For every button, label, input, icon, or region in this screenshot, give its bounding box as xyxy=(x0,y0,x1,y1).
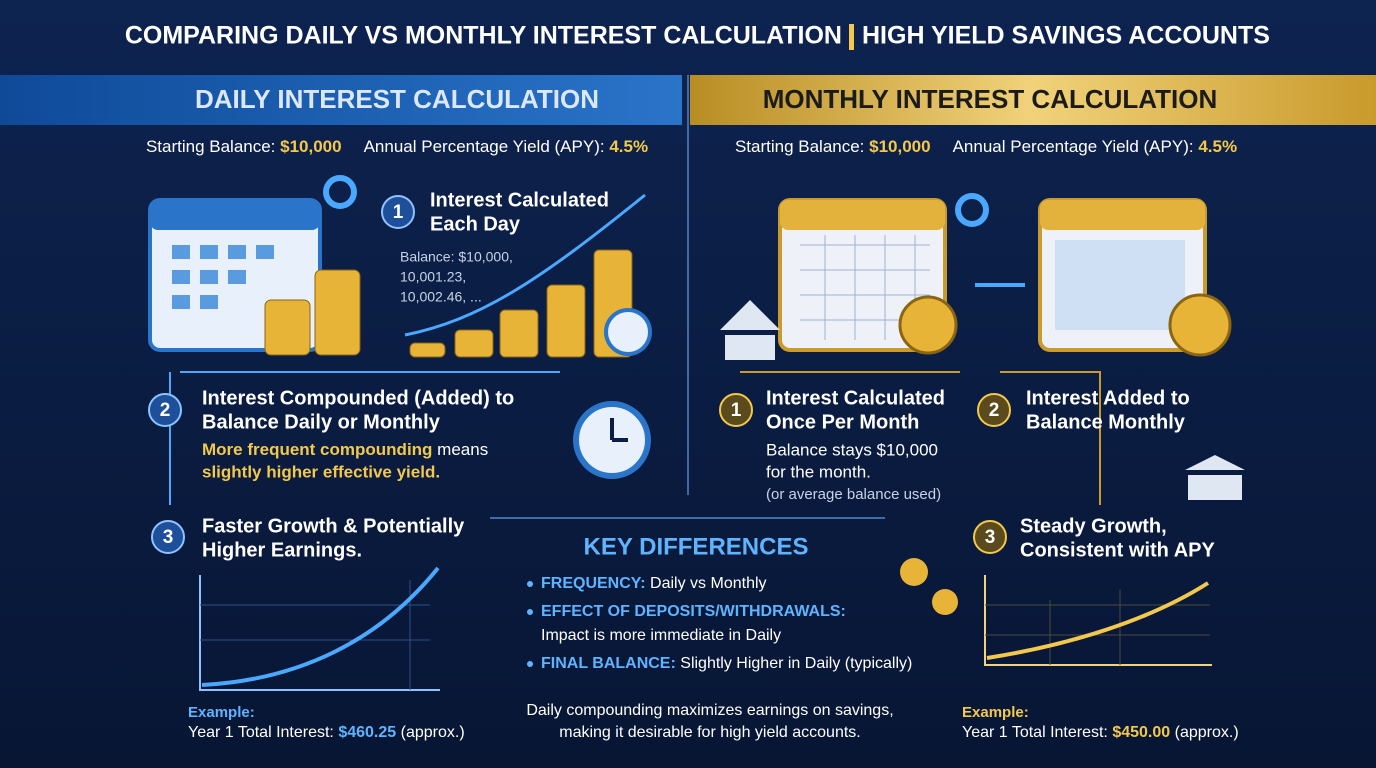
clock-hands xyxy=(610,418,628,442)
step-number: 3 xyxy=(985,527,996,548)
daily-header-band xyxy=(0,75,682,125)
example-line: Year 1 Total Interest: $460.25 (approx.) xyxy=(188,724,465,741)
footer: Daily compounding maximizes earnings on … xyxy=(526,702,893,719)
step-title: Balance Daily or Monthly xyxy=(202,411,441,433)
amount: $450.00 xyxy=(1112,724,1170,741)
step-number: 1 xyxy=(393,202,404,223)
step-number: 2 xyxy=(160,400,171,421)
growth-arrow xyxy=(404,193,646,337)
text: Year 1 Total Interest: xyxy=(962,724,1108,741)
step-title: Faster Growth & Potentially xyxy=(202,515,465,537)
clock-icon xyxy=(604,308,652,356)
text: Slightly Higher in Daily (typically) xyxy=(680,655,912,672)
step-detail: 10,002.46, ... xyxy=(400,289,482,305)
title: HIGH YIELD SAVINGS ACCOUNTS xyxy=(862,22,1270,50)
step-badge xyxy=(977,393,1011,427)
step-number: 1 xyxy=(731,400,742,421)
step-title: Higher Earnings. xyxy=(202,539,362,561)
step-title: Each Day xyxy=(430,213,521,235)
value: $10,000 xyxy=(280,137,341,156)
step-note: More frequent compounding means xyxy=(202,440,488,459)
label: FREQUENCY: xyxy=(541,575,646,592)
step-badge xyxy=(151,520,185,554)
monthly-balance-line: Starting Balance: $10,000 Annual Percenta… xyxy=(735,137,1237,156)
gear-icon xyxy=(323,175,357,209)
bullet xyxy=(527,581,533,587)
example-label: Example: xyxy=(962,704,1029,721)
label: Annual Percentage Yield (APY): xyxy=(953,137,1194,156)
step-title: Interest Compounded (Added) to xyxy=(202,387,514,409)
connector xyxy=(740,371,1101,505)
step-badge xyxy=(719,393,753,427)
step-badge xyxy=(148,393,182,427)
step-title: Consistent with APY xyxy=(1020,539,1215,561)
step-badge xyxy=(381,195,415,229)
highlight: More frequent compounding xyxy=(202,440,432,459)
coin-stacks xyxy=(264,249,633,358)
step-title: Interest Calculated xyxy=(766,387,945,409)
key-title: KEY DIFFERENCES xyxy=(584,533,809,560)
step-detail: for the month. xyxy=(766,462,871,481)
bullet xyxy=(527,609,533,615)
coin-icon xyxy=(898,295,958,355)
footer: making it desirable for high yield accou… xyxy=(559,724,861,741)
step-title: Interest Calculated xyxy=(430,189,609,211)
step-detail: Balance: $10,000, xyxy=(400,249,513,265)
step-detail: Balance stays $10,000 xyxy=(766,440,938,459)
bullet xyxy=(527,661,533,667)
daily-header: DAILY INTEREST CALCULATION xyxy=(195,84,599,114)
title-separator xyxy=(849,24,854,50)
step-number: 2 xyxy=(989,400,1000,421)
coin-icon xyxy=(932,589,958,615)
example-line: Year 1 Total Interest: $450.00 (approx.) xyxy=(962,724,1239,741)
key-item-label: EFFECT OF DEPOSITS/WITHDRAWALS: xyxy=(541,603,846,620)
key-item: FREQUENCY: Daily vs Monthly xyxy=(541,575,767,592)
step-title: Steady Growth, xyxy=(1020,515,1167,537)
monthly-header-band xyxy=(690,75,1376,125)
label: Starting Balance: xyxy=(735,137,864,156)
amount: $460.25 xyxy=(338,724,396,741)
step-title: Once Per Month xyxy=(766,411,919,433)
label: Annual Percentage Yield (APY): xyxy=(364,137,605,156)
step-title: Interest Added to xyxy=(1026,387,1190,409)
monthly-growth-chart xyxy=(984,575,1212,666)
step-detail: 10,001.23, xyxy=(400,269,466,285)
value: 4.5% xyxy=(609,137,648,156)
gear-icon xyxy=(955,193,989,227)
step-title: Balance Monthly xyxy=(1026,411,1186,433)
value: $10,000 xyxy=(869,137,930,156)
coin-icon xyxy=(1168,293,1232,357)
key-items: FREQUENCY: Daily vs Monthly EFFECT OF DE… xyxy=(527,575,912,672)
key-item: FINAL BALANCE: Slightly Higher in Daily … xyxy=(541,655,912,672)
value: 4.5% xyxy=(1198,137,1237,156)
bank-icon xyxy=(720,300,780,360)
suffix: (approx.) xyxy=(401,724,465,741)
key-item-text: Impact is more immediate in Daily xyxy=(541,627,781,644)
daily-growth-chart xyxy=(199,566,440,691)
daily-balance-line: Starting Balance: $10,000 Annual Percenta… xyxy=(146,137,648,156)
bank-icon xyxy=(1185,455,1245,500)
label: FINAL BALANCE: xyxy=(541,655,676,672)
step-number: 3 xyxy=(163,527,174,548)
title: COMPARING DAILY VS MONTHLY INTEREST CALC… xyxy=(125,22,842,50)
step-note: slightly higher effective yield. xyxy=(202,462,440,481)
text: means xyxy=(437,440,488,459)
text: Daily vs Monthly xyxy=(650,575,766,592)
label: Starting Balance: xyxy=(146,137,275,156)
step-badge xyxy=(973,520,1007,554)
coin-icon xyxy=(900,558,928,586)
step-detail: (or average balance used) xyxy=(766,486,941,503)
calendar-icon xyxy=(1038,198,1207,352)
monthly-header: MONTHLY INTEREST CALCULATION xyxy=(763,84,1218,114)
suffix: (approx.) xyxy=(1175,724,1239,741)
example-label: Example: xyxy=(188,704,255,721)
text: Year 1 Total Interest: xyxy=(188,724,334,741)
